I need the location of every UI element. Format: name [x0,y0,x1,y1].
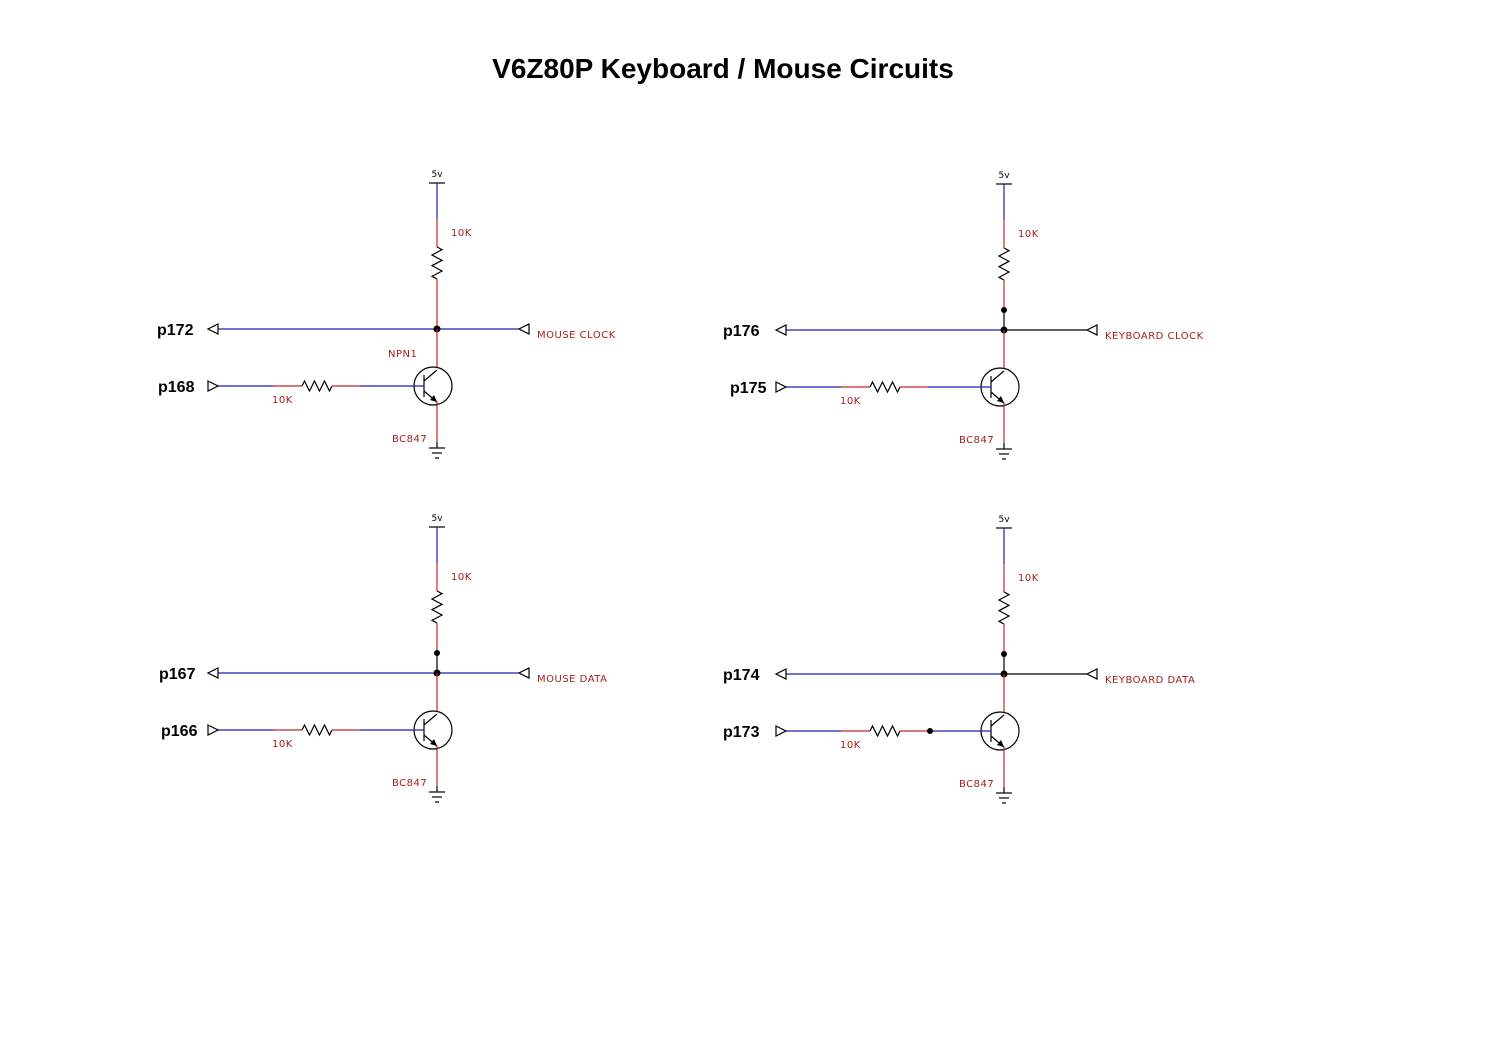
pullup-resistor [997,247,1011,281]
signal-label: MOUSE CLOCK [537,330,616,341]
circuit-keyboard-clock: 5v 10K p176 KEYBOARD CLOCK 10K p175 BC847 [723,171,1204,460]
transistor-part-label: BC847 [959,779,994,790]
transistor-part-label: BC847 [392,434,427,445]
transistor-ref-label: NPN1 [388,349,417,360]
emitter-arrow-icon [997,740,1004,747]
pullup-resistor [997,591,1011,625]
pullup-value-label: 10K [1018,229,1039,240]
pullup-value-label: 10K [451,572,472,583]
input-port-arrow [775,725,788,737]
transistor-collector [990,714,1005,727]
input-pin-label: p173 [723,724,760,741]
supply-label: 5v [998,515,1010,525]
emitter-arrow-icon [430,395,437,402]
supply-label: 5v [431,170,443,180]
emitter-arrow-icon [430,739,437,746]
signal-label: KEYBOARD CLOCK [1105,331,1204,342]
base-resistor [869,380,901,394]
input-pin-label: p175 [730,380,767,397]
output-pin-label: p172 [157,322,194,339]
input-pin-label: p168 [158,379,195,396]
base-resistor-value-label: 10K [272,395,293,406]
input-port-arrow [207,380,220,392]
base-resistor-value-label: 10K [840,740,861,751]
circuit-keyboard-data: 5v 10K p174 KEYBOARD DATA 10K p173 BC847 [723,515,1195,804]
pullup-value-label: 10K [1018,573,1039,584]
signal-port-arrow [1085,668,1098,680]
signal-port-arrow [517,323,530,335]
signal-port-arrow [517,667,530,679]
output-port-arrow [206,323,219,335]
transistor-collector [423,369,438,382]
input-port-arrow [207,724,220,736]
transistor-collector [990,370,1005,383]
circuit-mouse-data: 5v 10K p167 MOUSE DATA 10K p166 BC847 [159,514,607,803]
base-resistor [301,723,333,737]
junction-dot [1001,307,1007,313]
pullup-resistor [430,246,444,280]
circuit-mouse-clock: 5v 10K p172 MOUSE CLOCK NPN1 10K p168 BC847 [157,170,616,459]
supply-label: 5v [431,514,443,524]
base-resistor-value-label: 10K [840,396,861,407]
pullup-resistor [430,590,444,624]
circuits-group: 5v 10K p172 MOUSE CLOCK NPN1 10K p168 BC847 5v 10… [157,170,1204,804]
output-port-arrow [206,667,219,679]
transistor-part-label: BC847 [392,778,427,789]
junction-dot [927,728,933,734]
base-resistor [869,724,901,738]
transistor-part-label: BC847 [959,435,994,446]
signal-label: MOUSE DATA [537,674,607,685]
output-pin-label: p174 [723,667,760,684]
base-resistor [301,379,333,393]
output-port-arrow [774,324,787,336]
output-pin-label: p176 [723,323,760,340]
page-title: V6Z80P Keyboard / Mouse Circuits [492,53,954,84]
output-port-arrow [774,668,787,680]
input-pin-label: p166 [161,723,198,740]
transistor-collector [423,713,438,726]
signal-port-arrow [1085,324,1098,336]
pullup-value-label: 10K [451,228,472,239]
input-port-arrow [775,381,788,393]
output-pin-label: p167 [159,666,196,683]
emitter-arrow-icon [997,396,1004,403]
supply-label: 5v [998,171,1010,181]
signal-label: KEYBOARD DATA [1105,675,1195,686]
junction-dot [434,650,440,656]
base-resistor-value-label: 10K [272,739,293,750]
junction-dot [1001,651,1007,657]
